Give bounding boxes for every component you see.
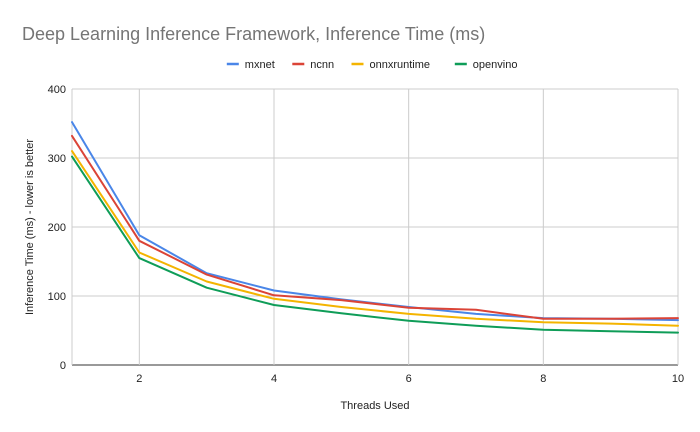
x-tick-label: 2 [136, 373, 142, 385]
x-tick-label: 10 [672, 373, 684, 385]
legend-label-ncnn: ncnn [310, 59, 334, 71]
legend: mxnet ncnn onnxruntime openvino [226, 59, 518, 71]
legend-label-mxnet: mxnet [245, 59, 275, 71]
series-line-ncnn [71, 134, 679, 320]
y-axis-ticks: 0 100 200 300 400 [48, 84, 66, 372]
x-tick-label: 8 [540, 373, 546, 385]
y-tick-label: 200 [48, 222, 66, 234]
y-tick-label: 100 [48, 291, 66, 303]
legend-label-onnxruntime: onnxruntime [370, 59, 431, 71]
chart-title: Deep Learning Inference Framework, Infer… [22, 24, 485, 44]
x-axis-ticks: 2 4 6 8 10 [136, 373, 684, 385]
series-line-onnxruntime [71, 150, 679, 327]
series-line-openvino [71, 155, 679, 334]
series-line-mxnet [71, 121, 679, 322]
x-axis-label: Threads Used [340, 400, 409, 412]
y-tick-label: 300 [48, 153, 66, 165]
legend-label-openvino: openvino [473, 59, 518, 71]
y-axis-label: Inference Time (ms) - lower is better [24, 139, 36, 315]
x-tick-label: 6 [406, 373, 412, 385]
series-lines [71, 121, 679, 334]
y-tick-label: 400 [48, 84, 66, 96]
x-tick-label: 4 [271, 373, 277, 385]
y-tick-label: 0 [60, 360, 66, 372]
